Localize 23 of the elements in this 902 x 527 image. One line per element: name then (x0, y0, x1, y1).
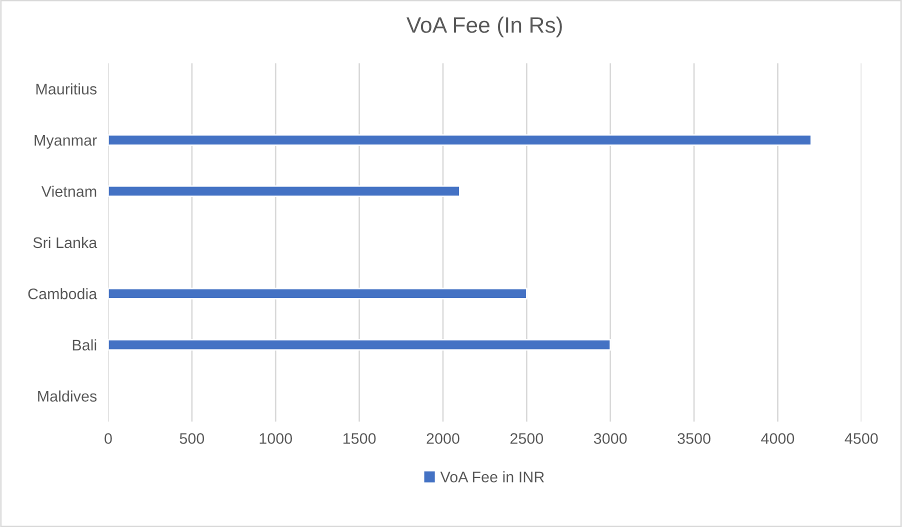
x-tick-label: 2500 (510, 433, 544, 444)
y-tick-label: Mauritius (36, 83, 97, 95)
y-tick-label: Bali (72, 339, 96, 350)
x-tick-label: 1500 (343, 433, 376, 444)
x-tick-label: 3000 (594, 433, 627, 444)
x-tick-label: 500 (180, 433, 204, 444)
x-tick-label: 2000 (426, 433, 460, 444)
x-tick-label: 3500 (678, 433, 710, 444)
x-tick-label: 0 (104, 433, 112, 444)
x-tick-label: 1000 (260, 433, 292, 444)
y-tick-label: Vietnam (41, 186, 96, 197)
y-tick-label: Maldives (38, 390, 97, 402)
x-tick-label: 4500 (844, 433, 878, 444)
x-tick-label: 4000 (761, 433, 794, 444)
chart-title: VoA Fee (In Rs) (406, 16, 562, 38)
bar (108, 338, 612, 351)
legend-label: VoA Fee in INR (440, 471, 544, 482)
bar (108, 185, 460, 198)
y-tick-label: Myanmar (34, 135, 97, 149)
bar (108, 288, 528, 300)
y-tick-label: Cambodia (28, 288, 98, 300)
bar (108, 134, 812, 146)
y-tick-label: Sri Lanka (33, 236, 98, 248)
